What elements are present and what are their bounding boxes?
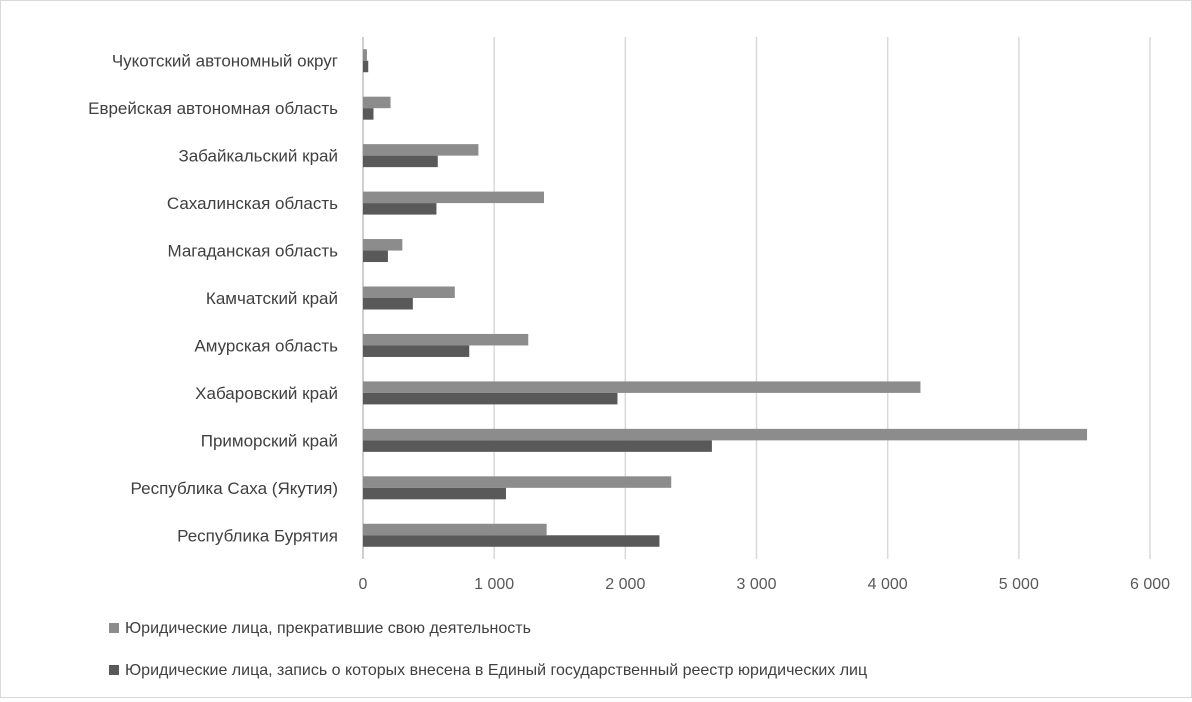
category-label: Забайкальский край xyxy=(178,147,338,166)
category-label: Республика Саха (Якутия) xyxy=(131,479,338,498)
x-tick-label: 5 000 xyxy=(999,576,1039,593)
category-label: Еврейская автономная область xyxy=(88,99,338,118)
bar-ceased xyxy=(363,286,455,298)
category-label: Магаданская область xyxy=(168,242,339,261)
bar-registered xyxy=(363,535,660,547)
legend-swatch-ceased xyxy=(109,623,119,633)
bar-ceased xyxy=(363,428,1088,441)
bar-ceased xyxy=(363,191,545,204)
x-tick-label: 0 xyxy=(359,576,368,593)
x-tick-label: 4 000 xyxy=(868,576,908,593)
bar-registered xyxy=(363,108,374,120)
category-labels: Республика Бурятия Республика Саха (Якути… xyxy=(88,52,338,546)
x-tick-label: 2 000 xyxy=(605,576,645,593)
bar-registered xyxy=(363,487,506,500)
bar-ceased xyxy=(363,476,672,488)
bar-ceased xyxy=(363,523,547,536)
category-label: Республика Бурятия xyxy=(177,526,338,545)
bar-ceased xyxy=(363,333,529,346)
bar-registered xyxy=(363,392,618,405)
x-tick-label: 1 000 xyxy=(474,576,514,593)
legend-label-registered: Юридические лица, запись о которых внесе… xyxy=(125,662,867,679)
bar-registered xyxy=(363,345,470,357)
bar-registered xyxy=(363,203,437,215)
bar-ceased xyxy=(363,49,367,61)
legend-swatch-registered xyxy=(109,665,119,675)
bar-ceased xyxy=(363,381,921,393)
category-label: Камчатский край xyxy=(206,289,338,308)
legend-label-ceased: Юридические лица, прекратившие свою деят… xyxy=(125,620,531,637)
x-tick-label: 3 000 xyxy=(736,576,776,593)
bar-ceased xyxy=(363,239,403,251)
category-label: Амурская область xyxy=(194,336,338,355)
bar-ceased xyxy=(363,96,391,109)
bar-registered xyxy=(363,60,369,73)
bars xyxy=(363,49,1088,547)
bar-registered xyxy=(363,440,712,452)
x-tick-labels: 0 1 000 2 000 3 000 4 000 5 000 6 000 xyxy=(359,576,1171,593)
bar-registered xyxy=(363,298,413,310)
x-tick-label: 6 000 xyxy=(1130,576,1170,593)
category-label: Сахалинская область xyxy=(167,194,338,213)
grid-lines xyxy=(362,37,1151,559)
legend: Юридические лица, прекратившие свою деят… xyxy=(109,620,867,679)
bar-ceased xyxy=(363,144,479,156)
category-label: Чукотский автономный округ xyxy=(112,52,338,71)
bar-registered xyxy=(363,250,388,263)
category-label: Приморский край xyxy=(201,431,338,450)
category-label: Хабаровский край xyxy=(195,384,338,403)
bar-registered xyxy=(363,155,438,168)
